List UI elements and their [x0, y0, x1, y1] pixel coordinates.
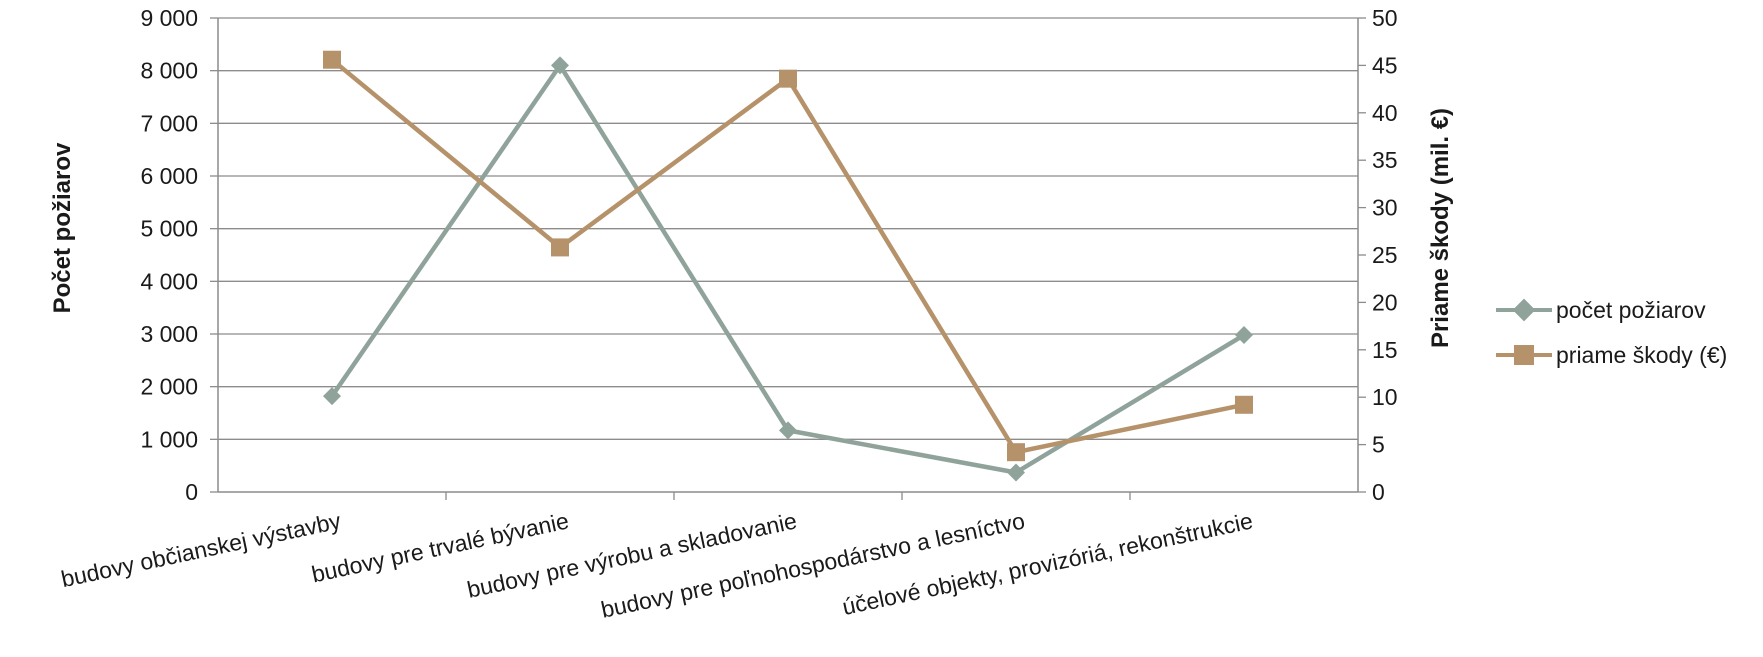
series-line-1 [330, 57, 1245, 455]
data-point-square [323, 50, 341, 69]
right-tick-label: 20 [1372, 289, 1398, 315]
right-tick-label: 5 [1372, 432, 1385, 458]
category-label: účelové objekty, provizóriá, rekonštrukc… [840, 507, 1255, 620]
left-tick-label: 6 000 [140, 163, 198, 189]
data-point-diamond [1007, 463, 1025, 482]
left-tick-label: 3 000 [140, 321, 198, 347]
data-point-square [779, 69, 797, 88]
data-point-diamond [323, 387, 341, 406]
series-lines [323, 50, 1253, 482]
diamond-marker-icon [1512, 298, 1536, 322]
left-tick-label: 8 000 [140, 58, 198, 84]
right-tick-label: 10 [1372, 384, 1398, 410]
category-label: budovy občianskej výstavby [59, 507, 344, 592]
left-tick-label: 2 000 [140, 374, 198, 400]
square-marker-icon [1514, 345, 1534, 365]
right-tick-label: 15 [1372, 337, 1398, 363]
left-tick-label: 7 000 [140, 110, 198, 136]
right-tick-label: 50 [1372, 5, 1398, 31]
series-line-0 [330, 63, 1246, 475]
legend-label: počet požiarov [1556, 297, 1706, 323]
left-tick-label: 0 [185, 479, 198, 505]
legend-item-priame-skody: priame škody (€) [1496, 342, 1727, 368]
left-axis-ticks: 0 1 000 2 000 3 000 4 000 5 000 6 000 7 000 8 00… [140, 5, 218, 505]
legend: počet požiarov priame škody (€) [1496, 297, 1727, 368]
legend-item-pocet-poziarov: počet požiarov [1496, 297, 1706, 323]
right-tick-label: 0 [1372, 479, 1385, 505]
left-tick-label: 5 000 [140, 216, 198, 242]
left-axis-title: Počet požiarov [49, 142, 76, 313]
data-point-diamond [1235, 326, 1253, 345]
data-point-square [1235, 395, 1253, 414]
right-axis-ticks: 0 5 10 15 20 25 30 35 40 45 50 [1358, 5, 1398, 505]
right-tick-label: 35 [1372, 147, 1398, 173]
left-tick-label: 9 000 [140, 5, 198, 31]
axes [217, 18, 1359, 500]
right-axis-title: Priame škody (mil. €) [1427, 108, 1454, 348]
data-point-square [1007, 443, 1025, 462]
right-tick-label: 45 [1372, 52, 1398, 78]
data-point-diamond [779, 421, 797, 440]
right-tick-label: 30 [1372, 195, 1398, 221]
data-point-diamond [551, 56, 569, 75]
left-tick-label: 1 000 [140, 426, 198, 452]
right-tick-label: 25 [1372, 242, 1398, 268]
left-tick-label: 4 000 [140, 268, 198, 294]
legend-label: priame škody (€) [1556, 342, 1727, 368]
category-label: budovy pre poľnohospodárstvo a lesníctvo [599, 507, 1027, 622]
right-tick-label: 40 [1372, 100, 1398, 126]
data-point-square [551, 238, 569, 257]
